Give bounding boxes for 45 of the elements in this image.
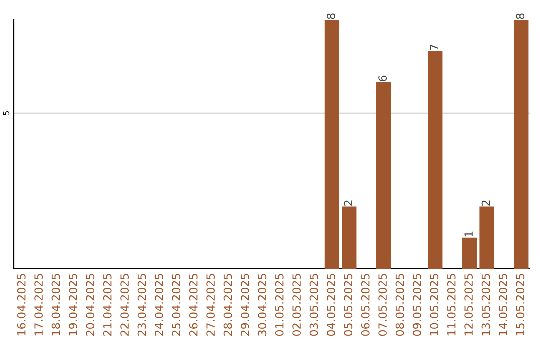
x-tick-label: 10.05.2025	[430, 274, 439, 336]
x-tick-label: 26.04.2025	[189, 274, 198, 336]
data-label: 2	[482, 200, 490, 206]
x-tick-label: 11.05.2025	[447, 274, 456, 336]
x-tick-label: 18.04.2025	[52, 274, 60, 336]
x-tick-label: 15.05.2025	[516, 274, 525, 336]
x-tick-label: 28.04.2025	[224, 274, 232, 336]
x-tick-label: 22.04.2025	[120, 274, 130, 336]
x-tick-label: 08.05.2025	[396, 274, 404, 336]
x-tick-label: 13.05.2025	[482, 274, 490, 336]
x-tick-label: 03.05.2025	[310, 274, 318, 336]
x-tick-label: 30.04.2025	[258, 274, 267, 336]
data-label: 6	[378, 76, 388, 82]
data-label: 2	[344, 200, 352, 206]
x-tick-label: 27.04.2025	[206, 274, 216, 336]
x-tick-label: 29.04.2025	[241, 274, 250, 336]
data-label: 7	[430, 45, 438, 50]
x-tick-label: 04.05.2025	[327, 274, 336, 336]
data-label: 8	[516, 14, 525, 20]
x-tick-label: 17.04.2025	[34, 274, 44, 336]
x-tick-label: 12.05.2025	[464, 274, 474, 336]
x-tick-label: 24.04.2025	[155, 274, 164, 336]
bar	[324, 20, 340, 269]
x-tick-label: 19.04.2025	[69, 274, 78, 336]
x-tick-label: 06.05.2025	[361, 274, 370, 336]
bar	[514, 20, 529, 269]
data-label: 1	[464, 232, 473, 237]
x-tick-label: 23.04.2025	[138, 274, 146, 336]
x-tick-label: 16.04.2025	[17, 274, 26, 336]
bar	[376, 82, 392, 269]
x-tick-label: 20.04.2025	[86, 274, 95, 336]
x-tick-label: 02.05.2025	[292, 274, 302, 336]
x-tick-label: 25.04.2025	[172, 274, 181, 336]
x-tick-label: 07.05.2025	[378, 274, 388, 336]
x-tick-label: 14.05.2025	[499, 274, 508, 336]
x-tick-label: 09.05.2025	[413, 274, 422, 336]
x-tick-label: 05.05.2025	[344, 274, 353, 336]
bar	[462, 238, 478, 269]
bar	[342, 206, 357, 269]
bar	[480, 206, 494, 269]
y-tick-label: 5	[3, 111, 10, 116]
x-tick-label: 21.04.2025	[103, 274, 112, 336]
bar	[428, 51, 443, 269]
x-tick-label: 01.05.2025	[275, 274, 284, 336]
data-label: 8	[327, 14, 336, 20]
